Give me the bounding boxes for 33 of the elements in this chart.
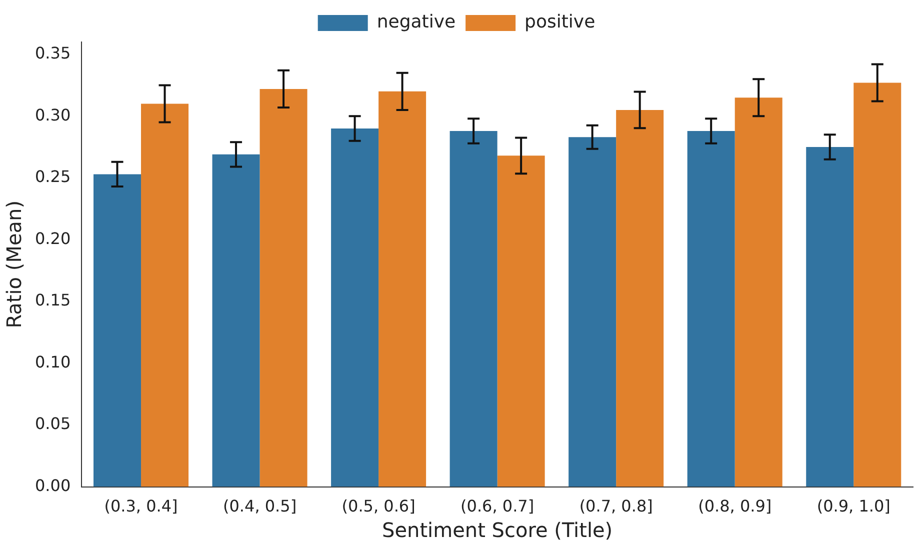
bar [331,128,379,487]
bar [260,88,308,487]
x-tick-label: (0.8, 0.9] [698,496,772,516]
bar [687,130,735,487]
x-tick-label: (0.7, 0.8] [579,496,653,516]
bar [450,130,498,487]
bar [734,98,782,487]
x-tick-label: (0.5, 0.6] [342,496,416,516]
x-axis-title: Sentiment Score (Title) [382,518,613,542]
bar [212,154,260,487]
y-tick-label: 0.25 [35,167,71,186]
x-tick-label: (0.4, 0.5] [223,496,297,516]
bar [141,104,189,487]
legend-label: positive [524,12,596,33]
y-axis-title: Ratio (Mean) [2,200,26,328]
bar [497,156,545,487]
bar [94,174,142,487]
bar [616,110,664,487]
bar [378,91,426,487]
y-tick-label: 0.00 [35,476,71,495]
y-tick-label: 0.20 [35,228,71,248]
y-tick-label: 0.05 [35,414,71,434]
legend-label: negative [376,12,456,33]
bar [854,82,902,487]
y-tick-label: 0.15 [35,290,71,310]
y-tick-label: 0.30 [35,105,71,124]
bar [806,147,854,487]
x-tick-label: (0.9, 1.0] [816,496,890,516]
y-tick-label: 0.35 [35,44,71,63]
x-tick-label: (0.3, 0.4] [104,496,178,516]
bar [568,137,616,487]
x-tick-label: (0.6, 0.7] [460,496,534,516]
y-tick-label: 0.10 [35,352,71,372]
